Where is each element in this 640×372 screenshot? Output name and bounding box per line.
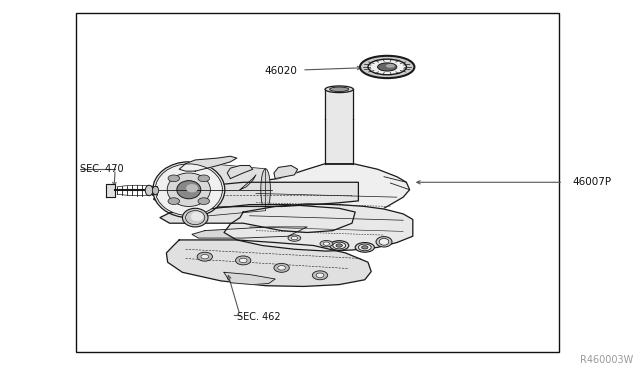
Ellipse shape	[291, 237, 298, 240]
Ellipse shape	[333, 242, 346, 249]
Text: SEC. 462: SEC. 462	[237, 312, 280, 322]
Ellipse shape	[167, 173, 211, 206]
Ellipse shape	[378, 63, 397, 71]
Ellipse shape	[182, 208, 208, 227]
Circle shape	[168, 198, 180, 205]
Polygon shape	[227, 166, 253, 179]
Polygon shape	[325, 119, 353, 164]
Polygon shape	[160, 205, 355, 232]
Ellipse shape	[368, 59, 406, 75]
Polygon shape	[325, 89, 353, 119]
Ellipse shape	[153, 162, 225, 218]
Circle shape	[236, 256, 251, 265]
Ellipse shape	[152, 186, 159, 195]
Ellipse shape	[186, 184, 198, 192]
Polygon shape	[224, 204, 413, 251]
Circle shape	[198, 198, 209, 205]
Polygon shape	[224, 272, 275, 285]
Circle shape	[201, 254, 209, 259]
Ellipse shape	[155, 164, 223, 215]
Ellipse shape	[336, 244, 342, 247]
Polygon shape	[240, 164, 410, 218]
Text: 46020: 46020	[265, 66, 298, 76]
Polygon shape	[154, 182, 358, 208]
Ellipse shape	[355, 243, 374, 252]
Polygon shape	[189, 162, 266, 218]
Ellipse shape	[330, 87, 349, 92]
Polygon shape	[179, 156, 237, 171]
Polygon shape	[166, 240, 371, 286]
Polygon shape	[192, 227, 307, 238]
Circle shape	[168, 175, 180, 182]
Ellipse shape	[330, 241, 349, 250]
Ellipse shape	[358, 244, 371, 251]
Ellipse shape	[360, 56, 415, 78]
Circle shape	[274, 263, 289, 272]
Polygon shape	[106, 184, 115, 197]
Ellipse shape	[362, 246, 368, 249]
Circle shape	[197, 252, 212, 261]
Ellipse shape	[177, 181, 201, 199]
Ellipse shape	[325, 86, 353, 93]
Circle shape	[239, 258, 247, 263]
Circle shape	[198, 175, 209, 182]
Ellipse shape	[261, 169, 270, 211]
Ellipse shape	[320, 240, 333, 247]
Ellipse shape	[145, 185, 153, 196]
Polygon shape	[274, 166, 298, 179]
Ellipse shape	[191, 212, 204, 221]
Ellipse shape	[379, 238, 389, 245]
Circle shape	[316, 273, 324, 278]
Ellipse shape	[386, 64, 395, 68]
Ellipse shape	[288, 235, 301, 241]
Text: R460003W: R460003W	[580, 355, 634, 365]
Bar	[76, 13, 559, 352]
Circle shape	[312, 271, 328, 280]
Polygon shape	[240, 175, 256, 190]
Text: SEC. 470: SEC. 470	[80, 164, 124, 174]
Ellipse shape	[323, 242, 330, 246]
Circle shape	[278, 266, 285, 270]
Text: 46007P: 46007P	[573, 177, 612, 187]
Ellipse shape	[376, 237, 392, 247]
